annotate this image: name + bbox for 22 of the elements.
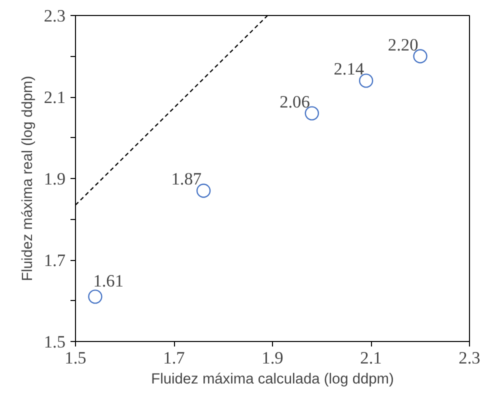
y-tick-label: 1.5 (44, 332, 66, 352)
point (304, 106, 319, 120)
point (413, 49, 428, 64)
x-tick-label: 1.5 (64, 348, 86, 368)
x-axis-title: Fluidez máxima calculada (log ddpm) (151, 372, 394, 388)
y-tick-label: 1.7 (44, 251, 66, 270)
y-tick-label: 2.3 (44, 6, 66, 26)
x-tick-label: 1.7 (163, 348, 186, 368)
data-label: 2.14 (334, 60, 364, 79)
point (88, 290, 102, 304)
y-axis-title: Fluidez máxima real (log ddpm) (20, 76, 36, 282)
x-tick-label: 2.3 (458, 348, 480, 368)
y-tick-label: 1.9 (44, 170, 66, 188)
data-label: 1.87 (171, 170, 202, 189)
y-tick-label: 2.1 (44, 88, 66, 107)
point (196, 184, 211, 198)
data-label: 2.20 (388, 35, 418, 54)
point (358, 74, 374, 88)
x-tick-label: 2.1 (360, 348, 382, 368)
data-label: 2.06 (280, 92, 310, 112)
data-label: 1.61 (93, 272, 124, 291)
x-tick-label: 1.9 (262, 348, 284, 368)
